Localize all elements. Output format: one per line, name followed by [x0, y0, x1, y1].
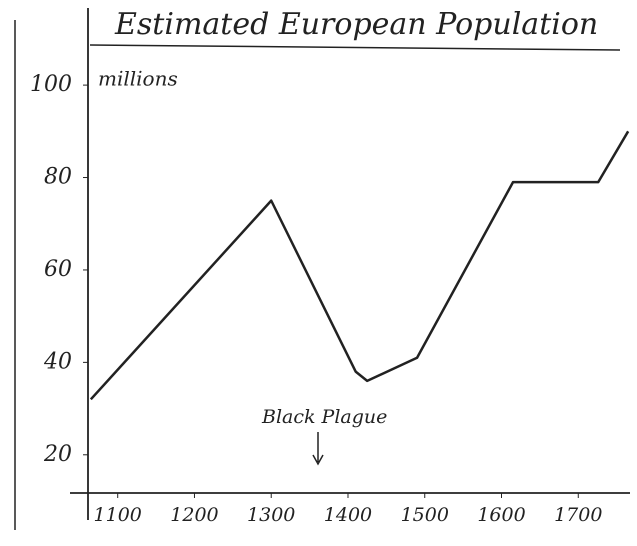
x-tick-label: 1100	[94, 504, 142, 526]
x-tick-label: 1500	[401, 504, 449, 526]
x-tick-label: 1600	[477, 504, 525, 526]
annotation-arrow	[312, 432, 324, 466]
y-tick-label: 40	[43, 349, 72, 374]
x-tick-label: 1700	[554, 504, 602, 526]
line	[89, 130, 630, 401]
y-tick-label: 60	[44, 257, 72, 282]
y-tick-label: 100	[30, 72, 72, 97]
x-tick-label: 1200	[170, 504, 218, 526]
title-underline	[89, 44, 621, 51]
y-tick-label: 80	[44, 165, 72, 190]
chart-title: Estimated European Population	[114, 7, 598, 42]
x-tick-label: 1400	[324, 504, 372, 526]
annotation: Black Plague	[261, 406, 387, 428]
x-tick-label: 1300	[247, 504, 295, 526]
y-axis-label: millions	[98, 67, 178, 91]
y-tick-label: 20	[43, 442, 72, 467]
